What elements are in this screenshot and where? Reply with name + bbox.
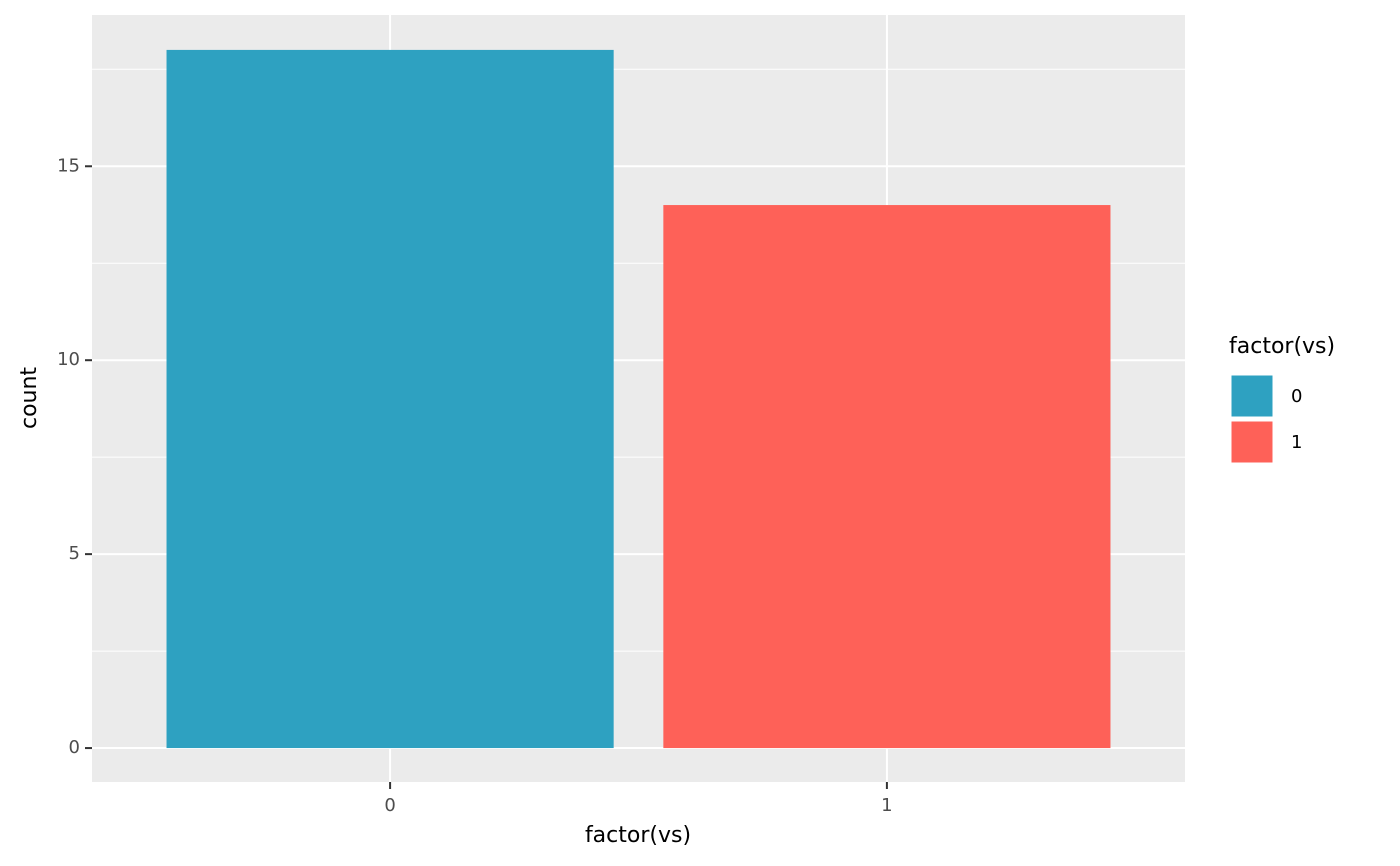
legend-swatch [1230, 374, 1274, 418]
y-tick-label: 0 [69, 737, 80, 758]
x-axis-title: factor(vs) [585, 823, 691, 848]
marks [166, 49, 1111, 749]
x-tick-label: 1 [881, 795, 892, 816]
legend-swatch [1230, 420, 1274, 464]
legend-label: 1 [1291, 432, 1302, 453]
legend-label: 0 [1291, 386, 1302, 407]
y-axis-title: count [17, 367, 42, 429]
y-tick-label: 10 [57, 349, 80, 370]
bar [663, 205, 1111, 749]
bar [166, 49, 614, 749]
y-tick-label: 15 [57, 155, 80, 176]
x-tick-label: 0 [384, 795, 395, 816]
legend-title: factor(vs) [1229, 334, 1335, 359]
y-tick-label: 5 [69, 543, 80, 564]
